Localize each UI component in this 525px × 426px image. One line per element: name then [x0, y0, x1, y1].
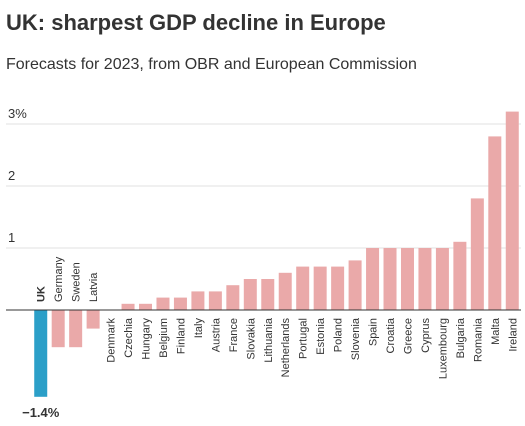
- bar: [34, 310, 48, 397]
- x-tick-label: UK: [36, 286, 48, 302]
- bar: [383, 248, 397, 310]
- x-tick-label: Italy: [193, 318, 205, 339]
- bar: [191, 291, 205, 310]
- y-tick-label: 2: [8, 168, 15, 183]
- x-tick-label: Germany: [53, 256, 65, 302]
- x-tick-label: Lithuania: [263, 317, 275, 363]
- bar: [69, 310, 83, 348]
- chart-subtitle: Forecasts for 2023, from OBR and Europea…: [6, 56, 417, 73]
- x-tick-label: Czechia: [123, 317, 135, 358]
- bar: [400, 248, 414, 310]
- x-tick-label: Poland: [333, 318, 345, 352]
- x-tick-label: Portugal: [298, 318, 310, 359]
- bar: [296, 266, 310, 310]
- bar: [331, 266, 345, 310]
- bar: [313, 266, 327, 310]
- x-tick-label: Croatia: [385, 317, 397, 353]
- y-tick-label: 3%: [8, 106, 27, 121]
- bar: [453, 241, 467, 310]
- value-label: −1.4%: [22, 405, 60, 420]
- x-tick-label: Finland: [175, 318, 187, 354]
- bar: [278, 272, 292, 310]
- bar: [121, 303, 135, 310]
- y-tick-label: 1: [8, 230, 15, 245]
- x-tick-label: Spain: [368, 318, 380, 346]
- x-tick-label: Denmark: [106, 318, 118, 363]
- x-tick-label: Slovenia: [350, 317, 362, 360]
- x-tick-label: Greece: [402, 318, 414, 354]
- bar: [173, 297, 187, 310]
- bar: [505, 111, 519, 310]
- x-tick-label: Slovakia: [245, 317, 257, 359]
- x-tick-label: France: [228, 318, 240, 352]
- bar: [156, 297, 170, 310]
- bar: [243, 279, 257, 310]
- bar: [366, 248, 380, 310]
- chart-title: UK: sharpest GDP decline in Europe: [6, 10, 386, 35]
- x-tick-label: Estonia: [315, 317, 327, 355]
- x-tick-label: Cyprus: [420, 318, 432, 353]
- bar: [418, 248, 432, 310]
- x-tick-label: Luxembourg: [437, 318, 449, 379]
- x-tick-label: Ireland: [507, 318, 519, 352]
- bar: [226, 285, 240, 310]
- x-tick-label: Belgium: [158, 318, 170, 358]
- bar: [51, 310, 65, 348]
- x-tick-label: Sweden: [71, 262, 83, 302]
- x-tick-label: Netherlands: [280, 318, 292, 378]
- bar: [488, 136, 502, 310]
- bar: [348, 260, 362, 310]
- bar: [139, 303, 153, 310]
- x-tick-label: Latvia: [88, 272, 100, 302]
- x-tick-label: Hungary: [141, 318, 153, 360]
- bar: [470, 198, 484, 310]
- x-tick-label: Malta: [490, 317, 502, 345]
- x-tick-label: Bulgaria: [455, 317, 467, 358]
- x-tick-label: Romania: [472, 317, 484, 362]
- bar: [435, 248, 449, 310]
- x-tick-label: Austria: [210, 317, 222, 352]
- bar: [86, 310, 100, 329]
- bar: [208, 291, 222, 310]
- bar: [261, 279, 275, 310]
